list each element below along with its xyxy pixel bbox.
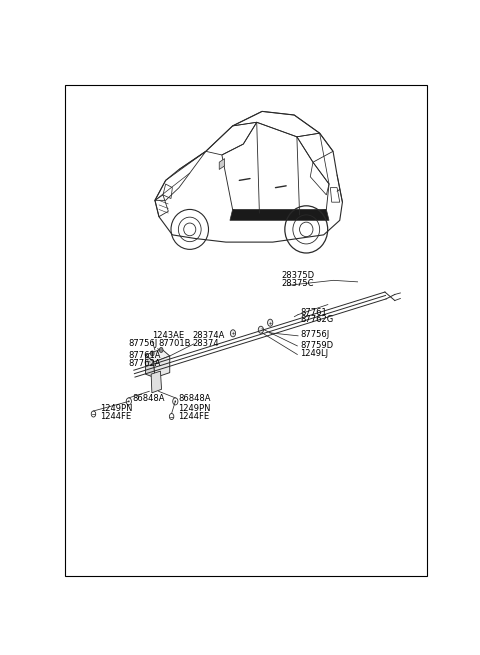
Text: 1249PN: 1249PN — [178, 404, 211, 413]
Circle shape — [128, 400, 130, 402]
Text: 1244FE: 1244FE — [178, 411, 209, 421]
Polygon shape — [219, 159, 225, 170]
Text: 1243AE: 1243AE — [152, 331, 184, 341]
Circle shape — [267, 319, 273, 326]
Circle shape — [159, 347, 163, 352]
Text: 87761A: 87761A — [129, 351, 161, 360]
Circle shape — [258, 326, 264, 333]
Polygon shape — [151, 371, 162, 393]
Text: 87762G: 87762G — [300, 315, 333, 324]
Circle shape — [150, 351, 154, 356]
Text: 28375C: 28375C — [281, 279, 314, 288]
Text: 87701B: 87701B — [158, 339, 191, 348]
Text: 87759D: 87759D — [300, 341, 333, 350]
Text: 87762A: 87762A — [129, 358, 161, 367]
Polygon shape — [154, 356, 170, 378]
Circle shape — [175, 400, 176, 402]
Text: 87756J: 87756J — [300, 330, 329, 339]
Polygon shape — [145, 349, 170, 362]
Text: 87756J: 87756J — [129, 339, 158, 348]
Text: 1244FE: 1244FE — [100, 411, 132, 421]
Text: 28375D: 28375D — [281, 271, 314, 280]
Polygon shape — [145, 355, 155, 378]
Polygon shape — [230, 210, 329, 220]
Text: 1249PN: 1249PN — [100, 404, 132, 413]
Text: 87761: 87761 — [300, 308, 327, 316]
Text: 86848A: 86848A — [132, 394, 165, 403]
Text: 28374A: 28374A — [192, 331, 225, 341]
Text: 86848A: 86848A — [178, 394, 211, 403]
Circle shape — [230, 329, 236, 337]
Text: 1249LJ: 1249LJ — [300, 348, 328, 358]
Text: 28374: 28374 — [192, 339, 219, 348]
